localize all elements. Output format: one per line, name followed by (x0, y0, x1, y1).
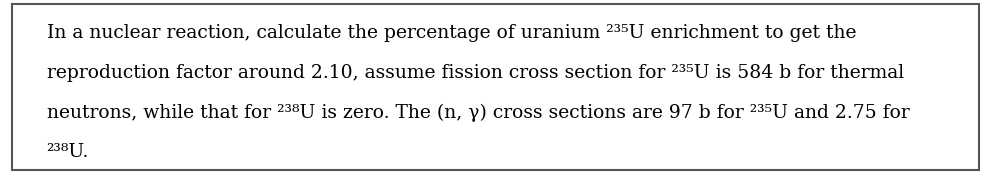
Text: In a nuclear reaction, calculate the percentage of uranium ²³⁵U enrichment to ge: In a nuclear reaction, calculate the per… (47, 24, 856, 42)
Text: reproduction factor around 2.10, assume fission cross section for ²³⁵U is 584 b : reproduction factor around 2.10, assume … (47, 64, 904, 82)
Text: neutrons, while that for ²³⁸U is zero. The (n, γ) cross sections are 97 b for ²³: neutrons, while that for ²³⁸U is zero. T… (47, 104, 910, 122)
Text: ²³⁸U.: ²³⁸U. (47, 143, 89, 161)
